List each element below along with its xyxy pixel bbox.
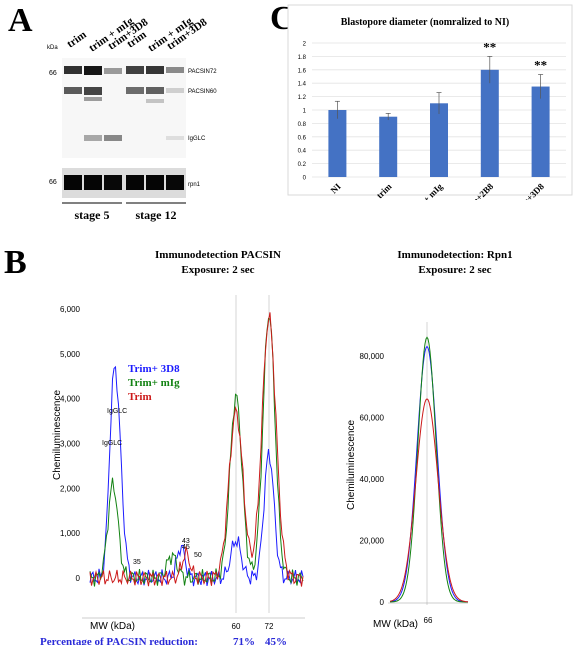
significance-label: ** bbox=[534, 57, 547, 72]
legend-entry-mig: Trim+ mIg bbox=[128, 377, 180, 389]
chart-title: Blastopore diameter (nomralized to NI) bbox=[341, 17, 510, 28]
kda-label: kDa bbox=[47, 45, 58, 51]
band bbox=[166, 67, 184, 73]
y-tick-label: 0 bbox=[380, 598, 385, 607]
blot-membrane-top bbox=[62, 58, 186, 158]
band bbox=[64, 175, 82, 190]
rpn1-ylabel: Chemiluminescence bbox=[346, 420, 357, 510]
band bbox=[64, 87, 82, 94]
y-tick-label: 0.2 bbox=[298, 162, 307, 168]
band bbox=[146, 87, 164, 94]
pacsin-title-line1: Immunodetection PACSIN bbox=[155, 249, 281, 261]
band bbox=[146, 175, 164, 190]
peak-label-43: 43 bbox=[182, 538, 190, 545]
pacsin-trace-plot: Immunodetection PACSIN Exposure: 2 sec C… bbox=[40, 249, 305, 645]
bar bbox=[480, 69, 499, 177]
band bbox=[104, 68, 122, 74]
y-tick-label: 20,000 bbox=[360, 536, 385, 545]
marker-66-rpn1: 66 bbox=[49, 179, 57, 186]
stage-5-label: stage 5 bbox=[75, 208, 110, 222]
y-tick-label: 0.4 bbox=[298, 149, 307, 155]
series-line bbox=[89, 312, 304, 587]
y-tick-label: 1.4 bbox=[298, 82, 307, 88]
y-tick-label: 0 bbox=[76, 574, 81, 583]
legend-entry-3d8: Trim+ 3D8 bbox=[128, 363, 180, 375]
pacsin-ylabel: Chemiluminescence bbox=[52, 390, 63, 480]
bar bbox=[379, 116, 398, 177]
band bbox=[146, 66, 164, 74]
significance-label: ** bbox=[483, 39, 496, 54]
peak-label-35: 35 bbox=[133, 559, 141, 566]
band bbox=[64, 66, 82, 74]
band-label-pacsin72: PACSIN72 bbox=[188, 69, 217, 75]
band-label-pacsin60: PACSIN60 bbox=[188, 89, 217, 95]
band bbox=[84, 97, 102, 101]
band bbox=[84, 175, 102, 190]
lane-label-1: trim bbox=[65, 29, 89, 51]
y-tick-label: 5,000 bbox=[60, 350, 81, 359]
rpn1-trace-plot: Immunodetection: Rpn1 Exposure: 2 sec Ch… bbox=[346, 249, 513, 630]
y-tick-label: 1.6 bbox=[298, 68, 307, 74]
band-label-rpn1: rpn1 bbox=[188, 182, 201, 188]
bar bbox=[430, 103, 448, 177]
reduction-value-60: 71% bbox=[233, 636, 255, 645]
y-tick-label: 1.8 bbox=[298, 55, 307, 61]
rpn1-xlabel: MW (kDa) bbox=[373, 619, 418, 630]
band bbox=[126, 66, 144, 74]
pacsin-xlabel: MW (kDa) bbox=[90, 621, 135, 632]
western-blot-panel: kDa trim trim + mIg trim+3D8 trim trim +… bbox=[47, 15, 217, 222]
pacsin-xtick-72: 72 bbox=[265, 622, 274, 631]
bar bbox=[531, 86, 550, 177]
series-line bbox=[389, 345, 468, 603]
panel-letter-a: A bbox=[8, 2, 33, 39]
band bbox=[166, 88, 184, 93]
y-tick-label: 60,000 bbox=[360, 413, 385, 422]
stage-12-label: stage 12 bbox=[136, 208, 177, 222]
peak-label-igglc-1: IgGLC bbox=[107, 408, 127, 415]
pacsin-xtick-60: 60 bbox=[232, 622, 241, 631]
peak-label-igglc-2: IgGLC bbox=[102, 440, 122, 447]
band bbox=[166, 175, 184, 190]
y-tick-label: 0.8 bbox=[298, 122, 307, 128]
y-tick-label: 3,000 bbox=[60, 440, 81, 449]
blot-membrane-rpn1 bbox=[62, 168, 186, 198]
reduction-label: Percentage of PACSIN reduction: bbox=[40, 636, 198, 645]
pacsin-title-line2: Exposure: 2 sec bbox=[181, 264, 254, 276]
bar bbox=[328, 110, 347, 177]
band-label-igglc: IgGLC bbox=[188, 136, 206, 142]
legend-entry-trim: Trim bbox=[128, 391, 152, 403]
series-line bbox=[390, 336, 468, 603]
band bbox=[84, 135, 102, 141]
y-tick-label: 1,000 bbox=[60, 529, 81, 538]
band bbox=[166, 136, 184, 140]
band bbox=[104, 135, 122, 141]
peak-label-50: 50 bbox=[194, 552, 202, 559]
rpn1-xtick-66: 66 bbox=[424, 616, 433, 625]
band bbox=[104, 175, 122, 190]
peak-label-45: 45 bbox=[182, 544, 190, 551]
band bbox=[146, 99, 164, 103]
panel-letter-b: B bbox=[4, 244, 27, 281]
y-tick-label: 40,000 bbox=[360, 475, 385, 484]
blastopore-bar-chart: Blastopore diameter (nomralized to NI) 0… bbox=[287, 4, 573, 200]
band bbox=[84, 87, 102, 95]
band bbox=[126, 175, 144, 190]
y-tick-label: 1.2 bbox=[298, 95, 307, 101]
y-tick-label: 2,000 bbox=[60, 484, 81, 493]
y-tick-label: 2 bbox=[303, 42, 307, 48]
y-tick-label: 80,000 bbox=[360, 352, 385, 361]
band bbox=[126, 87, 144, 94]
series-line bbox=[89, 317, 304, 587]
band bbox=[84, 66, 102, 75]
y-tick-label: 1 bbox=[303, 109, 307, 115]
y-tick-label: 0 bbox=[303, 176, 307, 182]
series-line bbox=[389, 398, 469, 603]
reduction-value-72: 45% bbox=[265, 636, 287, 645]
marker-66-top: 66 bbox=[49, 70, 57, 77]
y-tick-label: 6,000 bbox=[60, 305, 81, 314]
y-tick-label: 4,000 bbox=[60, 395, 81, 404]
y-tick-label: 0.6 bbox=[298, 135, 307, 141]
rpn1-title-line1: Immunodetection: Rpn1 bbox=[397, 249, 512, 261]
rpn1-title-line2: Exposure: 2 sec bbox=[418, 264, 491, 276]
